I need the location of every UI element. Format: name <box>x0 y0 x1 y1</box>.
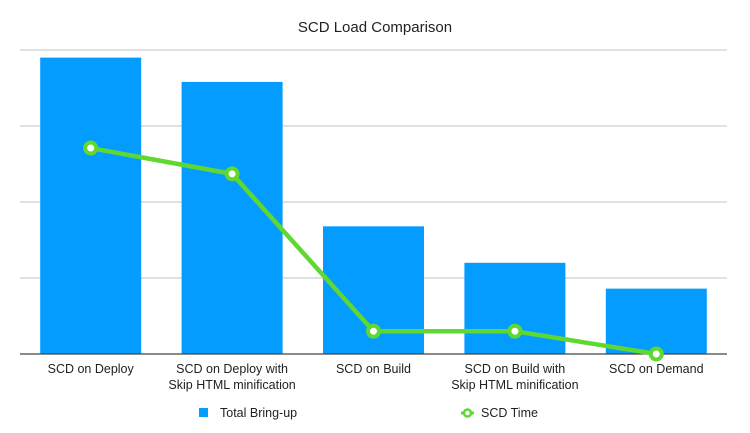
bar-total-bring-up <box>40 57 142 354</box>
legend-marker-scd-time <box>462 408 473 418</box>
point-scd-time <box>366 323 381 339</box>
x-tick-label: Skip HTML minification <box>168 378 295 392</box>
legend-label-scd-time: SCD Time <box>481 406 538 420</box>
bar-total-bring-up <box>464 262 566 354</box>
x-tick-label: Skip HTML minification <box>451 378 578 392</box>
bar-total-bring-up <box>181 81 283 355</box>
x-tick-labels: SCD on Deploy SCD on Deploy with Skip HTML… <box>48 362 704 392</box>
legend-swatch-total-bring-up <box>199 408 208 417</box>
x-tick-label: SCD on Demand <box>609 362 704 376</box>
point-scd-time <box>224 166 240 182</box>
line-series <box>83 140 664 362</box>
bar-series <box>40 57 707 355</box>
x-tick-label: SCD on Deploy with <box>176 362 288 376</box>
bar-total-bring-up <box>605 288 707 354</box>
chart-title: SCD Load Comparison <box>298 19 452 36</box>
point-scd-time <box>83 140 99 156</box>
point-scd-time <box>507 323 523 339</box>
legend-label-total-bring-up: Total Bring-up <box>220 406 297 420</box>
legend: Total Bring-up SCD Time <box>199 406 538 420</box>
x-tick-label: SCD on Deploy <box>48 362 135 376</box>
point-scd-time <box>648 346 664 362</box>
x-tick-label: SCD on Build <box>336 362 411 376</box>
x-tick-label: SCD on Build with <box>465 362 566 376</box>
